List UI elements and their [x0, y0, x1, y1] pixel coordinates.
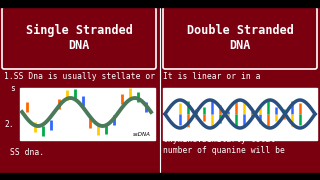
- Text: SS dna.: SS dna.: [10, 148, 44, 157]
- FancyBboxPatch shape: [163, 7, 317, 69]
- Bar: [163, 88, 317, 140]
- Text: Single Stranded
DNA: Single Stranded DNA: [26, 24, 132, 52]
- FancyBboxPatch shape: [2, 7, 156, 69]
- Text: s: s: [10, 84, 15, 93]
- Text: It is linear or in a: It is linear or in a: [163, 72, 260, 81]
- Bar: [20, 88, 155, 140]
- Text: ssDNA: ssDNA: [133, 132, 151, 137]
- Text: be equal to total number of
thymine.Similarly total
number of quanine will be: be equal to total number of thymine.Simi…: [163, 125, 295, 155]
- Bar: [0, 0, 320, 7]
- Text: 1.SS Dna is usually stellate or: 1.SS Dna is usually stellate or: [4, 72, 155, 81]
- Bar: [0, 173, 320, 180]
- Text: 2.: 2.: [4, 120, 14, 129]
- Text: Double Stranded
DNA: Double Stranded DNA: [187, 24, 293, 52]
